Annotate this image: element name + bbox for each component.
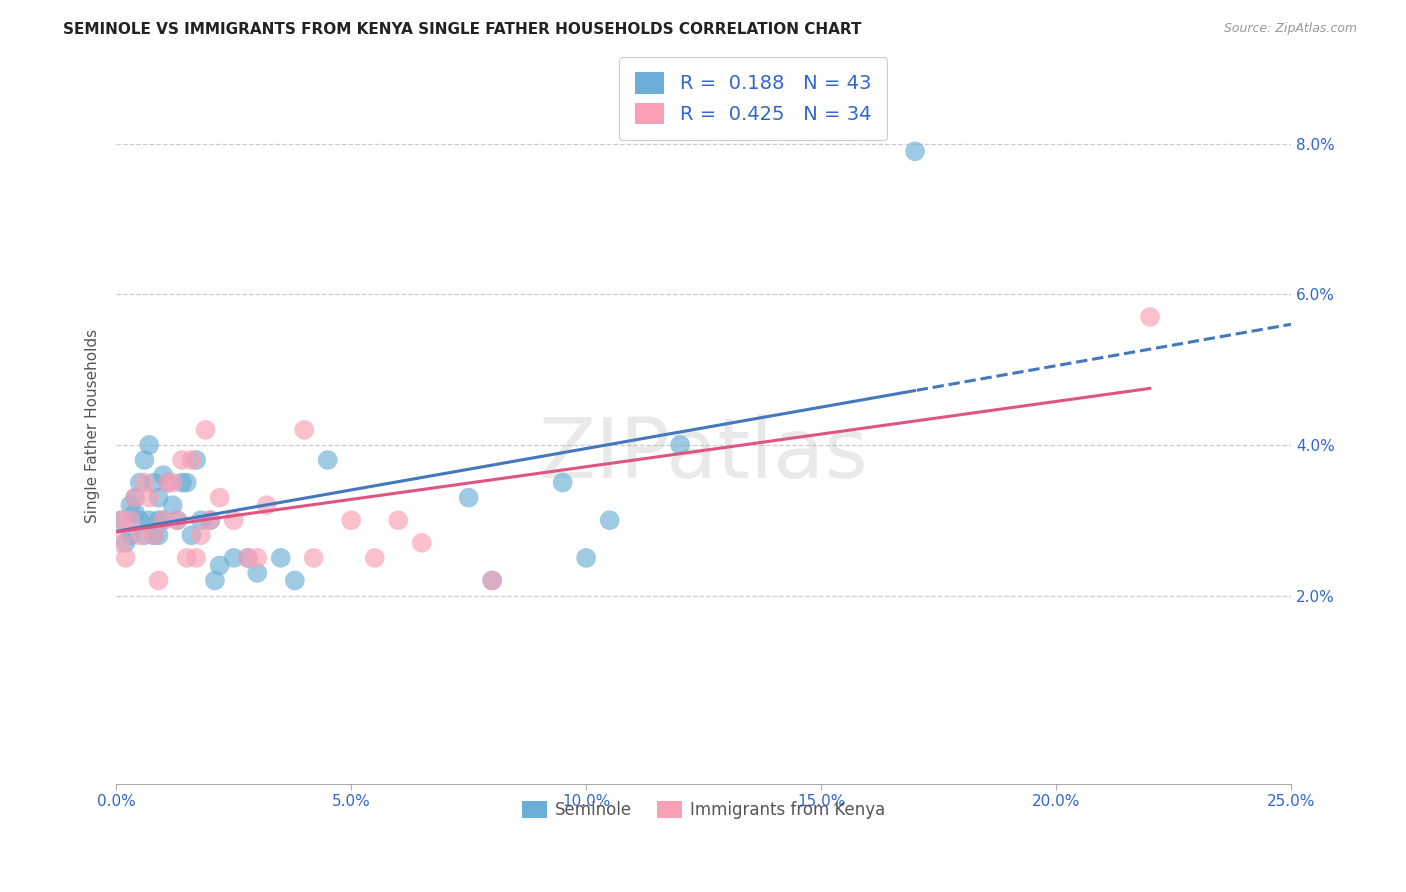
Point: [316, 453, 339, 467]
Point: [134, 453, 156, 467]
Point: [156, 475, 179, 490]
Point: [481, 574, 503, 588]
Point: [292, 423, 315, 437]
Point: [236, 550, 259, 565]
Point: [120, 528, 142, 542]
Point: [166, 513, 188, 527]
Point: [270, 550, 292, 565]
Point: [222, 550, 245, 565]
Text: Source: ZipAtlas.com: Source: ZipAtlas.com: [1223, 22, 1357, 36]
Point: [114, 550, 136, 565]
Point: [551, 475, 574, 490]
Y-axis label: Single Father Households: Single Father Households: [86, 329, 100, 524]
Point: [1139, 310, 1161, 324]
Text: SEMINOLE VS IMMIGRANTS FROM KENYA SINGLE FATHER HOUSEHOLDS CORRELATION CHART: SEMINOLE VS IMMIGRANTS FROM KENYA SINGLE…: [63, 22, 862, 37]
Point: [124, 491, 146, 505]
Point: [110, 536, 132, 550]
Point: [128, 475, 150, 490]
Point: [190, 528, 212, 542]
Point: [340, 513, 363, 527]
Point: [190, 513, 212, 527]
Point: [128, 528, 150, 542]
Point: [128, 513, 150, 527]
Point: [904, 145, 927, 159]
Point: [138, 513, 160, 527]
Point: [176, 550, 198, 565]
Point: [170, 475, 193, 490]
Point: [120, 513, 142, 527]
Point: [166, 513, 188, 527]
Point: [148, 513, 170, 527]
Point: [152, 468, 174, 483]
Point: [246, 550, 269, 565]
Point: [180, 453, 202, 467]
Point: [387, 513, 409, 527]
Point: [148, 574, 170, 588]
Point: [110, 513, 132, 527]
Point: [302, 550, 325, 565]
Point: [669, 438, 692, 452]
Point: [156, 475, 179, 490]
Point: [134, 528, 156, 542]
Point: [186, 453, 208, 467]
Point: [138, 438, 160, 452]
Point: [481, 574, 503, 588]
Point: [599, 513, 621, 527]
Point: [284, 574, 307, 588]
Point: [194, 423, 217, 437]
Point: [110, 513, 132, 527]
Point: [120, 498, 142, 512]
Point: [575, 550, 598, 565]
Text: ZIPatlas: ZIPatlas: [538, 414, 869, 495]
Point: [236, 550, 259, 565]
Point: [148, 528, 170, 542]
Point: [222, 513, 245, 527]
Point: [148, 491, 170, 505]
Point: [411, 536, 433, 550]
Point: [170, 453, 193, 467]
Point: [208, 558, 231, 573]
Point: [208, 491, 231, 505]
Point: [364, 550, 387, 565]
Point: [162, 475, 184, 490]
Point: [256, 498, 278, 512]
Point: [114, 536, 136, 550]
Point: [134, 475, 156, 490]
Point: [124, 506, 146, 520]
Point: [176, 475, 198, 490]
Point: [152, 513, 174, 527]
Point: [180, 528, 202, 542]
Point: [457, 491, 479, 505]
Point: [142, 475, 165, 490]
Point: [142, 528, 165, 542]
Point: [162, 498, 184, 512]
Point: [142, 528, 165, 542]
Point: [186, 550, 208, 565]
Legend: Seminole, Immigrants from Kenya: Seminole, Immigrants from Kenya: [515, 794, 893, 825]
Point: [152, 513, 174, 527]
Point: [246, 566, 269, 580]
Point: [200, 513, 222, 527]
Point: [138, 491, 160, 505]
Point: [204, 574, 226, 588]
Point: [124, 491, 146, 505]
Point: [200, 513, 222, 527]
